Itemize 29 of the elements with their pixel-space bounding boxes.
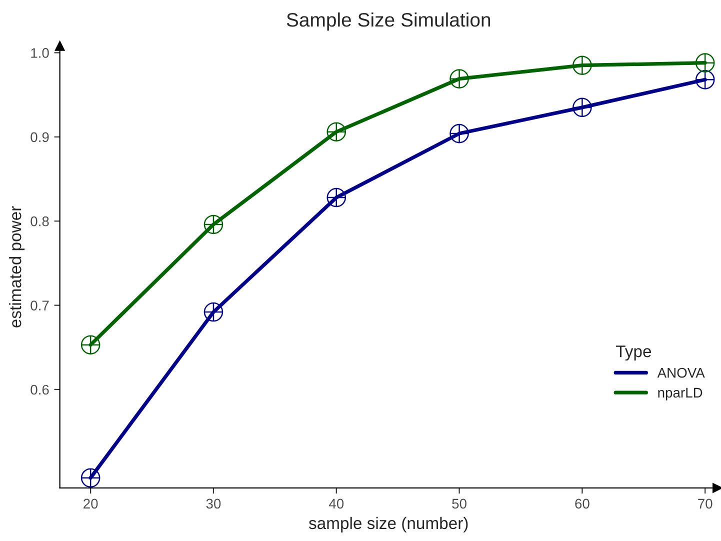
y-axis-title: estimated power [9,206,25,328]
legend-label: ANOVA [657,368,705,378]
point [572,56,592,75]
y-tick-label: 0.8 [30,216,49,226]
y-tick-label: 1.0 [31,48,49,58]
point [572,98,592,118]
x-tick-label: 30 [206,498,221,509]
y-tick-label: 0.7 [30,300,49,310]
point [450,124,469,144]
point [204,302,224,322]
point [326,122,346,142]
point [695,70,715,90]
point [204,214,224,234]
y-tick-label: 0.9 [30,132,49,142]
point [326,188,346,208]
x-tick-label: 20 [84,498,98,509]
point [450,69,469,88]
x-tick-label: 70 [698,498,712,509]
chart-title: Sample Size Simulation [286,12,490,31]
x-axis-title: sample size (number) [308,516,468,532]
x-tick-label: 50 [452,498,466,509]
legend-title: Type [616,346,652,361]
point [695,53,715,72]
legend-label: nparLD [658,388,702,400]
y-tick-label: 0.6 [30,384,49,395]
point [80,335,100,355]
x-tick-label: 60 [575,498,590,509]
x-tick-label: 40 [328,498,344,509]
point [80,468,100,488]
